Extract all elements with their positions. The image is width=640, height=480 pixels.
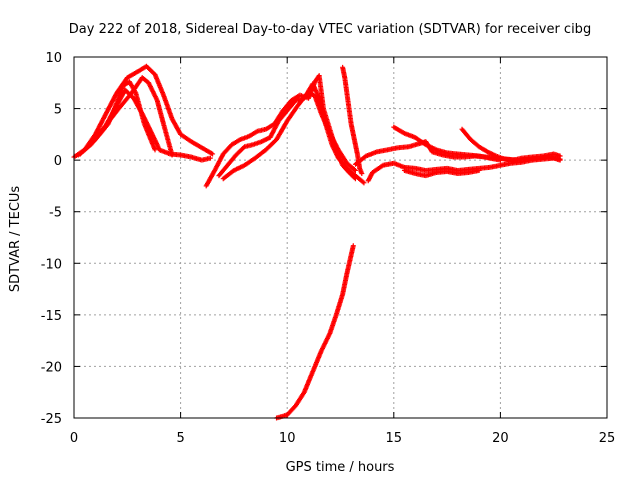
data-point	[351, 167, 357, 173]
chart-title: Day 222 of 2018, Sidereal Day-to-day VTE…	[69, 22, 591, 37]
x-tick-label: 10	[279, 431, 296, 446]
data-point	[360, 179, 366, 185]
series-trace-14	[274, 243, 356, 421]
y-tick-label: -5	[49, 206, 62, 221]
series-trace-8	[340, 64, 365, 177]
y-tick-label: -20	[41, 360, 62, 375]
data-point	[207, 155, 213, 161]
data-point	[350, 243, 356, 249]
series-trace-11	[391, 124, 503, 163]
x-tick-label: 5	[176, 431, 184, 446]
y-tick-label: -10	[41, 257, 62, 272]
series-trace-13	[401, 167, 482, 179]
data-point	[557, 153, 563, 159]
series-trace-4	[77, 75, 175, 158]
series-trace-12	[459, 126, 563, 163]
data-point	[152, 147, 158, 153]
y-axis-title: SDTVAR / TECUs	[8, 186, 23, 293]
data-point	[359, 171, 365, 177]
x-tick-label: 0	[70, 431, 78, 446]
data-point	[352, 167, 358, 173]
data-point	[210, 151, 216, 157]
data-point	[169, 152, 175, 158]
y-axis: -25 -20 -15 -10 -5 0 5 10	[41, 51, 607, 427]
y-tick-label: 10	[45, 51, 62, 66]
x-axis-title: GPS time / hours	[286, 460, 395, 475]
data-point	[361, 180, 367, 186]
series-trace-7	[220, 89, 358, 182]
plot-frame	[73, 56, 608, 419]
x-tick-label: 20	[492, 431, 509, 446]
y-tick-label: -15	[41, 309, 62, 324]
data-series	[71, 63, 563, 421]
data-point	[476, 167, 482, 173]
y-tick-label: 0	[54, 154, 62, 169]
x-tick-label: 25	[599, 431, 616, 446]
x-tick-label: 15	[386, 431, 403, 446]
y-tick-label: -25	[41, 412, 62, 427]
y-tick-label: 5	[54, 103, 62, 118]
